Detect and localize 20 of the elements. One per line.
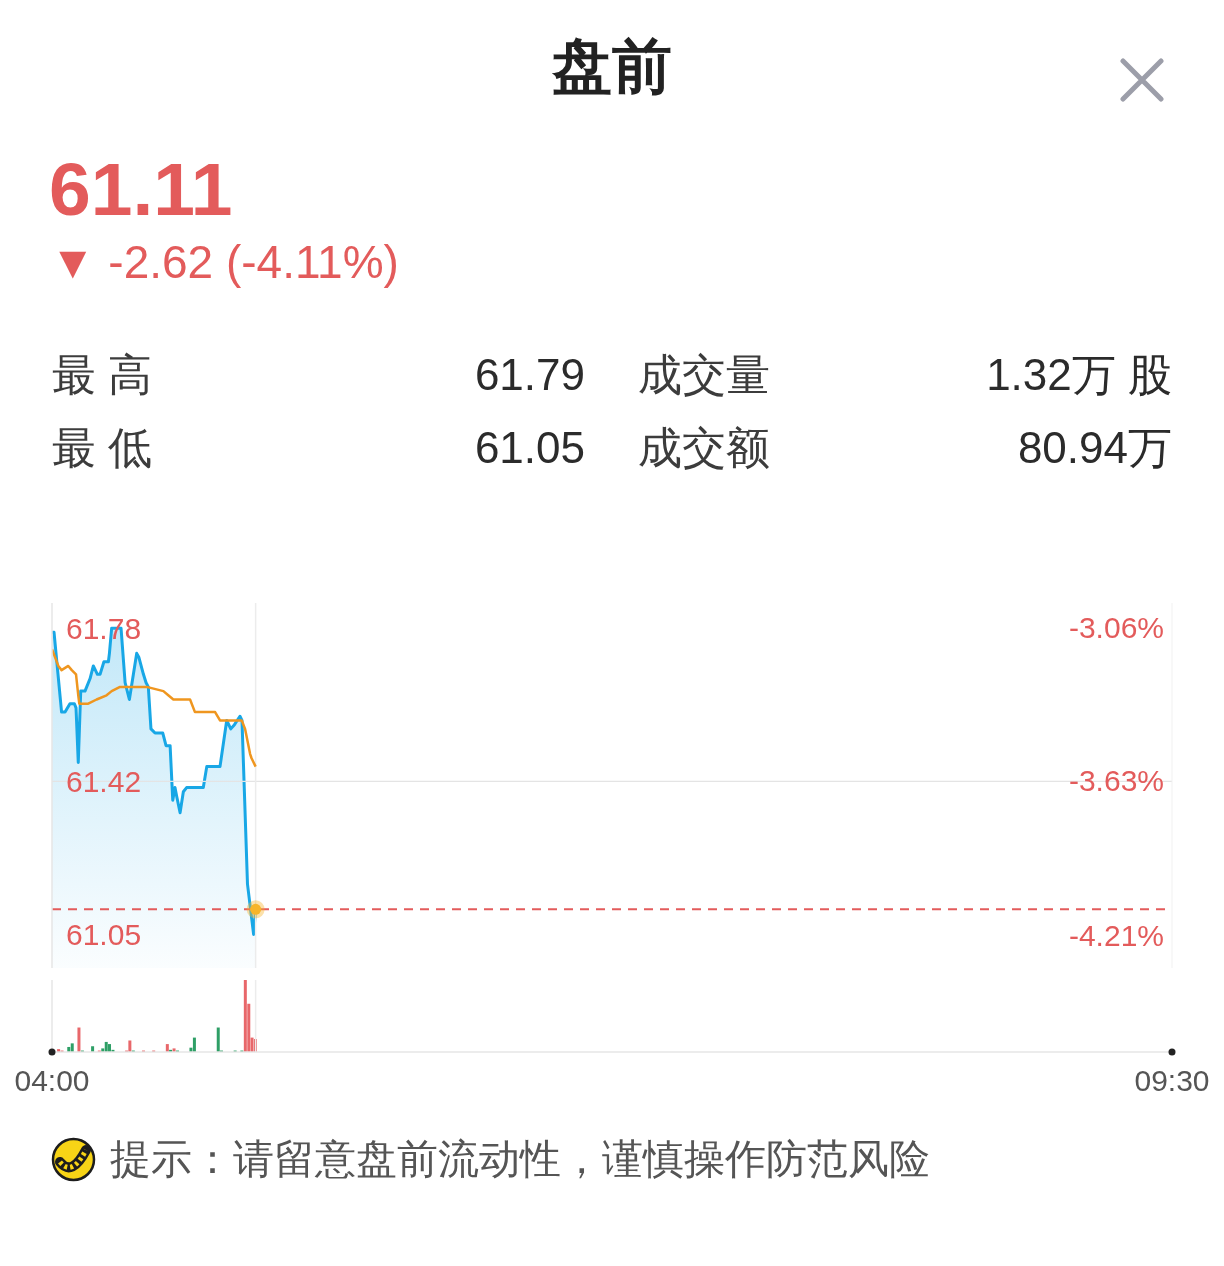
- text: 提示：请留意盘前流动性，谨慎操作防范风险: [110, 1135, 930, 1183]
- x-tick-label: 09:30: [1134, 1064, 1210, 1098]
- y-tick-label: 61.78: [66, 611, 142, 645]
- text: 61.05: [474, 423, 585, 472]
- text: ▼ -2.62 (-4.11%): [50, 236, 399, 288]
- text: 最 低: [52, 423, 153, 472]
- y2-tick-label: -3.06%: [1068, 610, 1164, 644]
- text: 1.32万 股: [986, 350, 1172, 399]
- text: 61.11: [49, 147, 233, 231]
- y-tick-label: 61.05: [66, 918, 142, 952]
- y-tick-label: 61.42: [66, 764, 142, 798]
- chart-title: 盘前: [551, 33, 673, 100]
- y2-tick-label: -4.21%: [1068, 919, 1164, 953]
- text: 成交量: [638, 350, 770, 399]
- text: 最 高: [52, 350, 153, 399]
- text: 成交额: [638, 423, 770, 472]
- x-tick-label: 04:00: [14, 1064, 90, 1098]
- text: 61.79: [474, 350, 585, 399]
- y2-tick-label: -3.63%: [1068, 763, 1164, 797]
- text: 80.94万: [1017, 423, 1172, 472]
